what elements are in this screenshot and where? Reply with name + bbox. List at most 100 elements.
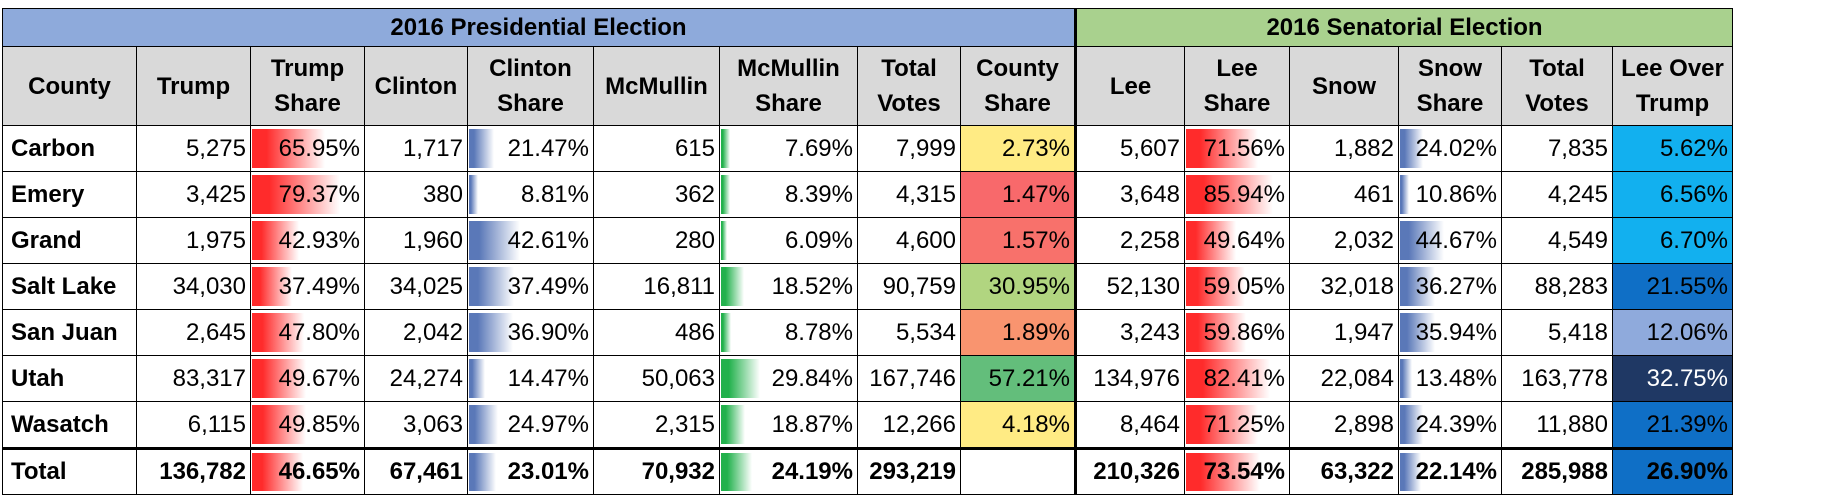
cell-mcmullin-share[interactable]: 8.39% [719, 171, 858, 218]
cell-clinton[interactable]: 24,274 [364, 355, 468, 402]
cell-mcmullin-share[interactable]: 18.52% [719, 263, 858, 310]
cell-county[interactable]: San Juan [2, 309, 137, 356]
cell-mcmullin-share[interactable]: 8.78% [719, 309, 858, 356]
cell-clinton-share[interactable]: 36.90% [467, 309, 594, 356]
cell-county-share[interactable]: 30.95% [960, 263, 1076, 310]
cell-sen-total-votes[interactable]: 11,880 [1501, 401, 1613, 449]
cell-clinton-share[interactable]: 37.49% [467, 263, 594, 310]
cell-lee[interactable]: 3,648 [1074, 171, 1185, 218]
cell-total-votes[interactable]: 90,759 [857, 263, 961, 310]
cell-snow-share[interactable]: 24.39% [1398, 401, 1502, 449]
cell-clinton-share[interactable]: 23.01% [467, 447, 594, 495]
cell-lee-share[interactable]: 73.54% [1184, 447, 1290, 495]
cell-snow[interactable]: 2,898 [1289, 401, 1399, 449]
cell-clinton[interactable]: 34,025 [364, 263, 468, 310]
cell-mcmullin[interactable]: 280 [593, 217, 720, 264]
cell-county-share[interactable]: 1.47% [960, 171, 1076, 218]
cell-mcmullin[interactable]: 615 [593, 125, 720, 172]
cell-lee[interactable]: 134,976 [1074, 355, 1185, 402]
cell-lee-over-trump[interactable]: 32.75% [1612, 355, 1733, 402]
cell-clinton[interactable]: 1,960 [364, 217, 468, 264]
cell-sen-total-votes[interactable]: 285,988 [1501, 447, 1613, 495]
cell-lee[interactable]: 8,464 [1074, 401, 1185, 449]
cell-total-votes[interactable]: 12,266 [857, 401, 961, 449]
cell-lee-share[interactable]: 71.25% [1184, 401, 1290, 449]
cell-snow[interactable]: 461 [1289, 171, 1399, 218]
cell-snow[interactable]: 63,322 [1289, 447, 1399, 495]
cell-snow-share[interactable]: 22.14% [1398, 447, 1502, 495]
cell-county[interactable]: Wasatch [2, 401, 137, 449]
cell-clinton-share[interactable]: 8.81% [467, 171, 594, 218]
cell-lee-over-trump[interactable]: 12.06% [1612, 309, 1733, 356]
cell-county-share[interactable]: 2.73% [960, 125, 1076, 172]
cell-trump-share[interactable]: 49.67% [250, 355, 365, 402]
cell-lee-share[interactable]: 59.86% [1184, 309, 1290, 356]
cell-snow-share[interactable]: 44.67% [1398, 217, 1502, 264]
cell-total-votes[interactable]: 5,534 [857, 309, 961, 356]
cell-lee-share[interactable]: 71.56% [1184, 125, 1290, 172]
cell-clinton[interactable]: 3,063 [364, 401, 468, 449]
cell-lee-over-trump[interactable]: 21.39% [1612, 401, 1733, 449]
cell-lee-over-trump[interactable]: 5.62% [1612, 125, 1733, 172]
cell-clinton-share[interactable]: 14.47% [467, 355, 594, 402]
cell-trump-share[interactable]: 49.85% [250, 401, 365, 449]
cell-snow[interactable]: 2,032 [1289, 217, 1399, 264]
cell-county[interactable]: Salt Lake [2, 263, 137, 310]
cell-clinton-share[interactable]: 21.47% [467, 125, 594, 172]
cell-county[interactable]: Total [2, 447, 137, 495]
cell-clinton[interactable]: 1,717 [364, 125, 468, 172]
cell-clinton[interactable]: 2,042 [364, 309, 468, 356]
cell-trump-share[interactable]: 46.65% [250, 447, 365, 495]
cell-trump[interactable]: 6,115 [136, 401, 251, 449]
cell-trump[interactable]: 34,030 [136, 263, 251, 310]
cell-clinton[interactable]: 380 [364, 171, 468, 218]
cell-sen-total-votes[interactable]: 163,778 [1501, 355, 1613, 402]
cell-mcmullin[interactable]: 2,315 [593, 401, 720, 449]
cell-snow[interactable]: 32,018 [1289, 263, 1399, 310]
cell-snow-share[interactable]: 10.86% [1398, 171, 1502, 218]
cell-trump-share[interactable]: 42.93% [250, 217, 365, 264]
cell-clinton[interactable]: 67,461 [364, 447, 468, 495]
cell-county[interactable]: Grand [2, 217, 137, 264]
cell-trump[interactable]: 83,317 [136, 355, 251, 402]
cell-mcmullin[interactable]: 16,811 [593, 263, 720, 310]
cell-county-share[interactable]: 57.21% [960, 355, 1076, 402]
cell-mcmullin[interactable]: 362 [593, 171, 720, 218]
cell-mcmullin-share[interactable]: 18.87% [719, 401, 858, 449]
cell-trump[interactable]: 136,782 [136, 447, 251, 495]
cell-clinton-share[interactable]: 24.97% [467, 401, 594, 449]
cell-trump[interactable]: 1,975 [136, 217, 251, 264]
cell-county[interactable]: Utah [2, 355, 137, 402]
cell-snow-share[interactable]: 36.27% [1398, 263, 1502, 310]
cell-mcmullin[interactable]: 486 [593, 309, 720, 356]
cell-lee-over-trump[interactable]: 6.56% [1612, 171, 1733, 218]
cell-trump-share[interactable]: 37.49% [250, 263, 365, 310]
cell-mcmullin-share[interactable]: 24.19% [719, 447, 858, 495]
cell-mcmullin[interactable]: 50,063 [593, 355, 720, 402]
cell-county-share[interactable]: 1.89% [960, 309, 1076, 356]
cell-trump[interactable]: 5,275 [136, 125, 251, 172]
cell-lee[interactable]: 52,130 [1074, 263, 1185, 310]
cell-trump[interactable]: 2,645 [136, 309, 251, 356]
cell-mcmullin-share[interactable]: 6.09% [719, 217, 858, 264]
cell-lee-share[interactable]: 85.94% [1184, 171, 1290, 218]
cell-county-share[interactable] [960, 447, 1076, 495]
cell-trump[interactable]: 3,425 [136, 171, 251, 218]
cell-lee-share[interactable]: 49.64% [1184, 217, 1290, 264]
cell-snow[interactable]: 22,084 [1289, 355, 1399, 402]
cell-total-votes[interactable]: 4,600 [857, 217, 961, 264]
cell-county[interactable]: Emery [2, 171, 137, 218]
cell-mcmullin-share[interactable]: 7.69% [719, 125, 858, 172]
cell-total-votes[interactable]: 7,999 [857, 125, 961, 172]
cell-county-share[interactable]: 4.18% [960, 401, 1076, 449]
cell-lee-share[interactable]: 59.05% [1184, 263, 1290, 310]
cell-lee[interactable]: 5,607 [1074, 125, 1185, 172]
cell-total-votes[interactable]: 167,746 [857, 355, 961, 402]
cell-mcmullin[interactable]: 70,932 [593, 447, 720, 495]
cell-snow[interactable]: 1,947 [1289, 309, 1399, 356]
cell-lee-over-trump[interactable]: 6.70% [1612, 217, 1733, 264]
cell-trump-share[interactable]: 65.95% [250, 125, 365, 172]
cell-lee[interactable]: 3,243 [1074, 309, 1185, 356]
cell-lee-share[interactable]: 82.41% [1184, 355, 1290, 402]
cell-snow-share[interactable]: 35.94% [1398, 309, 1502, 356]
